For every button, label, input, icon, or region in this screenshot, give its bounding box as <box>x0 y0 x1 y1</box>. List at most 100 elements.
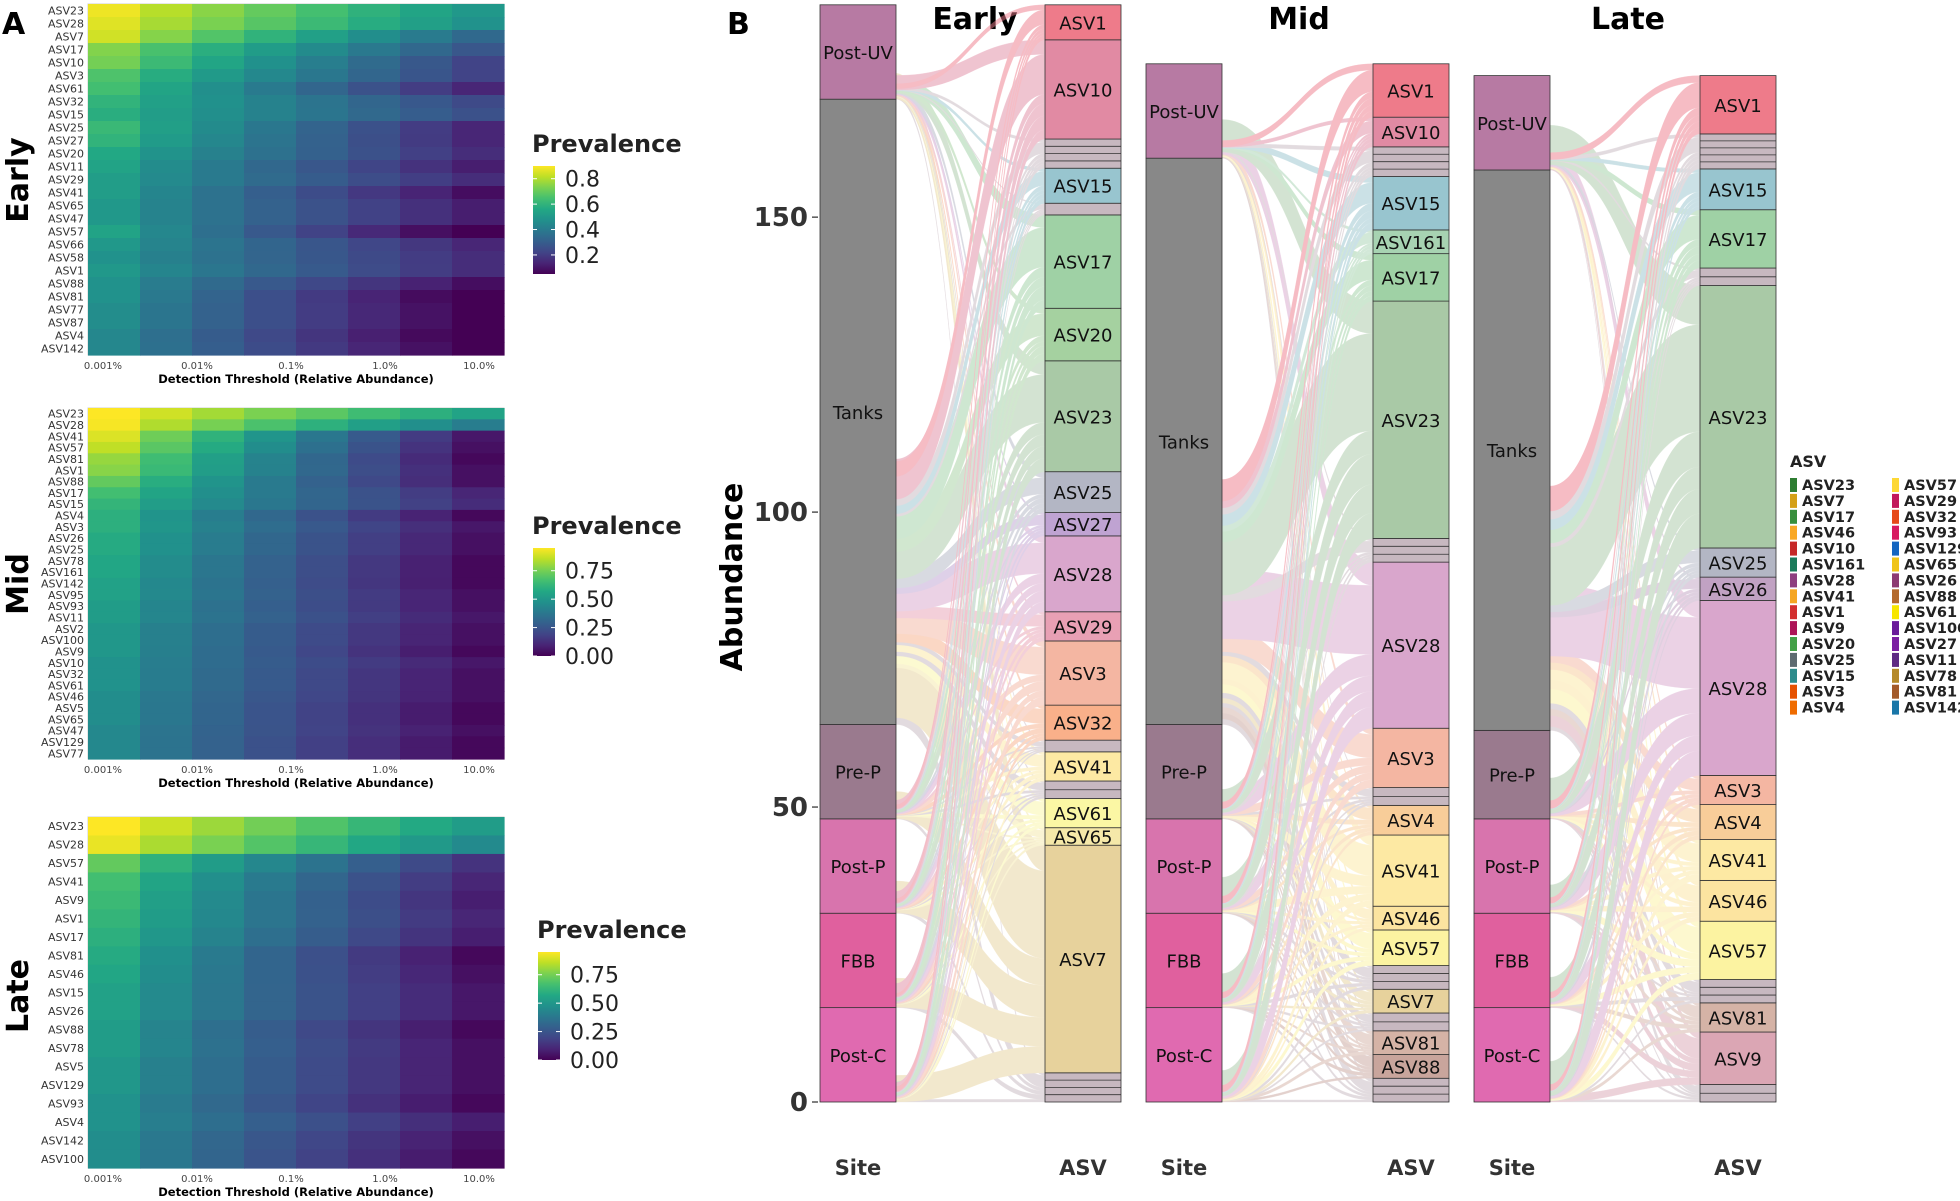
heatmap-cell <box>296 453 349 466</box>
heatmap-cell <box>452 817 505 837</box>
legend-swatch <box>1892 668 1899 683</box>
heatmap-row-label: ASV100 <box>41 634 84 647</box>
legend-item-label: ASV7 <box>1802 494 1845 510</box>
legend-item-label: ASV129 <box>1904 542 1960 558</box>
heatmap-cell <box>400 160 453 174</box>
heatmap-cell <box>452 186 505 200</box>
heatmap-cell <box>192 173 245 187</box>
heatmap-cell <box>192 251 245 265</box>
heatmap-cell <box>244 419 297 432</box>
heatmap-cell <box>400 909 453 929</box>
heatmap-row-label: ASV47 <box>48 213 84 226</box>
heatmap-cell <box>88 909 141 929</box>
asv-label: ASV81 <box>1709 1008 1768 1029</box>
heatmap-cell <box>348 408 401 420</box>
heatmap-row-label: ASV129 <box>41 1079 84 1092</box>
heatmap-row-label: ASV4 <box>55 330 84 343</box>
heatmap-cell <box>244 577 297 590</box>
heatmap-row-label: ASV26 <box>48 1005 84 1018</box>
site-label: Pre-P <box>1161 763 1207 784</box>
heatmap-cell <box>348 212 401 226</box>
heatmap-cell <box>400 329 453 343</box>
heatmap-x-tick: 0.01% <box>181 361 213 372</box>
heatmap-cell <box>452 679 505 692</box>
site-label: Post-C <box>830 1046 887 1067</box>
colorbar-title: Prevalence <box>532 130 682 158</box>
heatmap-cell <box>192 1094 245 1114</box>
heatmap-row-label: ASV65 <box>48 200 84 213</box>
heatmap-cell <box>88 1057 141 1077</box>
asv-label: ASV3 <box>1059 664 1107 685</box>
heatmap-cell <box>296 623 349 636</box>
asv-label: ASV20 <box>1054 326 1113 347</box>
heatmap-cell <box>348 430 401 443</box>
heatmap-cell <box>88 657 141 670</box>
heatmap-cell <box>400 589 453 602</box>
heatmap-cell <box>400 983 453 1003</box>
heatmap-cell <box>400 702 453 715</box>
heatmap-cell <box>348 890 401 910</box>
heatmap-row-label: ASV1 <box>55 464 84 477</box>
heatmap-cell <box>140 668 193 681</box>
heatmap-cell <box>348 623 401 636</box>
asv-label: ASV15 <box>1382 194 1441 215</box>
heatmap-cell <box>192 147 245 161</box>
legend-swatch <box>1892 684 1899 699</box>
heatmap-cell <box>88 408 141 420</box>
heatmap-cell <box>244 909 297 929</box>
heatmap-row-label: ASV27 <box>48 135 84 148</box>
heatmap-cell <box>140 679 193 692</box>
heatmap-row-label: ASV66 <box>48 239 84 252</box>
asv-box <box>1044 307 1122 362</box>
heatmap-cell <box>296 95 349 109</box>
legend-swatch <box>1790 652 1797 667</box>
heatmap-cell <box>348 532 401 545</box>
heatmap-cell <box>452 835 505 855</box>
heatmap-cell <box>244 160 297 174</box>
heatmap-cell <box>400 577 453 590</box>
heatmap-cell <box>400 43 453 57</box>
heatmap-cell <box>400 543 453 556</box>
heatmap-cell <box>400 835 453 855</box>
heatmap-cell <box>400 475 453 488</box>
heatmap-cell <box>244 1094 297 1114</box>
heatmap-cell <box>400 419 453 432</box>
heatmap-cell <box>192 134 245 148</box>
heatmap-row-label: ASV10 <box>48 57 84 70</box>
heatmap-cell <box>400 725 453 737</box>
heatmap-cell <box>348 634 401 647</box>
heatmap-cell <box>244 121 297 135</box>
heatmap-cell <box>296 56 349 70</box>
heatmap-cell <box>192 611 245 624</box>
asv-box <box>1044 535 1122 613</box>
legend-item-label: ASV93 <box>1904 526 1957 542</box>
legend-item-label: ASV1 <box>1802 605 1845 621</box>
heatmap-cell <box>452 1131 505 1151</box>
heatmap-cell <box>244 453 297 466</box>
heatmap-cell <box>348 1131 401 1151</box>
heatmap-cell <box>400 238 453 252</box>
heatmap-cell <box>296 657 349 670</box>
asv-box <box>1699 775 1777 805</box>
heatmap-cell <box>192 657 245 670</box>
heatmap-cell <box>452 1075 505 1095</box>
site-box <box>1473 169 1551 731</box>
site-box <box>819 98 897 725</box>
heatmap-cell <box>452 441 505 454</box>
heatmap-cell <box>452 623 505 636</box>
heatmap-cell <box>88 134 141 148</box>
heatmap-cell <box>452 199 505 213</box>
heatmap-cell <box>192 498 245 511</box>
asv-axis-label: ASV <box>1714 1156 1762 1180</box>
heatmap-cell <box>88 30 141 44</box>
heatmap-cell <box>452 657 505 670</box>
legend-title: ASV <box>1790 452 1827 471</box>
heatmap-row-label: ASV15 <box>48 109 84 122</box>
colorbar-tick-label: 0.75 <box>570 964 619 989</box>
heatmap-cell <box>192 303 245 317</box>
heatmap-cell <box>244 702 297 715</box>
heatmap-row-label: ASV9 <box>55 894 84 907</box>
asv-box <box>1699 547 1777 578</box>
heatmap-cell <box>452 277 505 291</box>
